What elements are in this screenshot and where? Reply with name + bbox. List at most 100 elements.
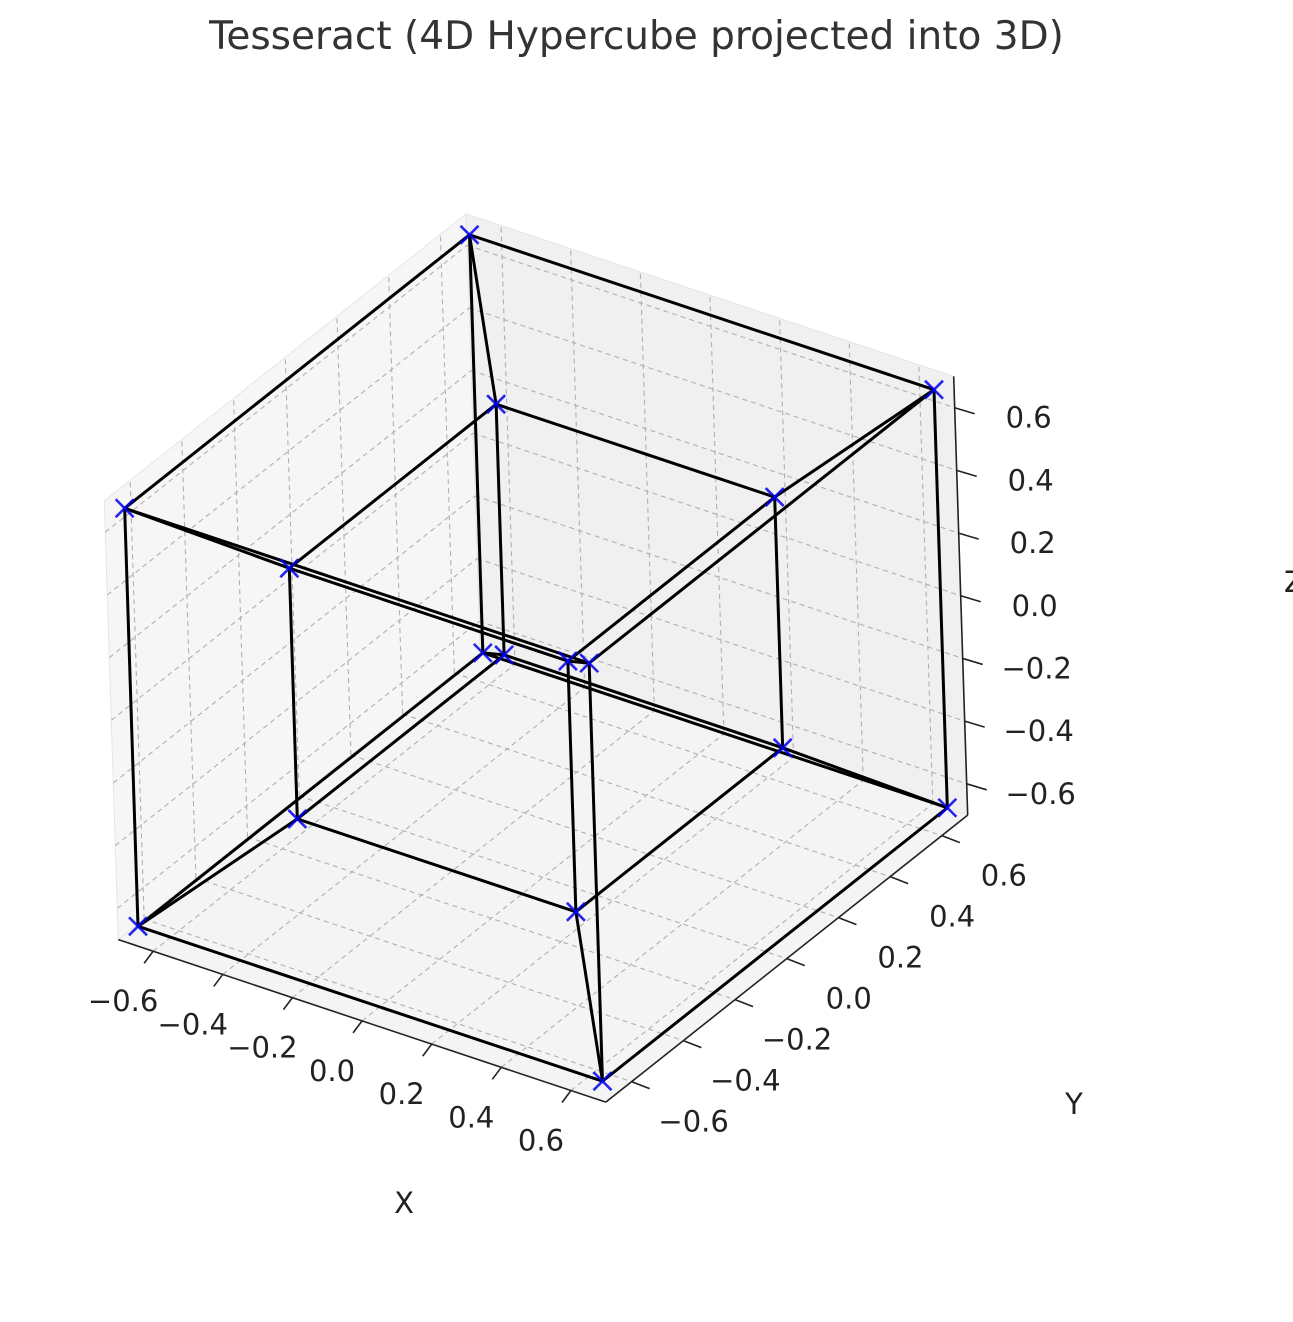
y-tick (838, 916, 857, 926)
y-tick (734, 998, 754, 1008)
z-tick (956, 469, 977, 478)
vertex-marker (279, 558, 300, 579)
vertex-marker-stroke (459, 224, 480, 245)
vertex-marker (579, 653, 600, 674)
vertex-marker (114, 498, 135, 519)
vertex-marker-stroke (279, 558, 300, 579)
grid-line (195, 877, 684, 1042)
grid-line (129, 480, 145, 920)
grid-line (108, 370, 472, 658)
vertex-marker (764, 487, 785, 507)
grid-line (106, 307, 470, 596)
grid-line (454, 672, 943, 837)
z-tick (958, 532, 979, 540)
y-tick-label: 0.4 (929, 900, 975, 934)
vertex-marker-stroke (486, 394, 507, 415)
x-tick (422, 1043, 433, 1057)
grid-line (918, 364, 934, 804)
vertex-marker-stroke (287, 809, 308, 829)
tesseract-edge (932, 389, 949, 808)
tesseract-edge (469, 233, 935, 392)
y-axis-label: Y (1064, 1087, 1083, 1121)
vertex-marker (128, 916, 148, 937)
grid-line (388, 275, 404, 715)
grid-line (104, 244, 468, 533)
grid-line (143, 918, 632, 1083)
y-tick (941, 834, 961, 844)
x-tick (143, 950, 154, 964)
grid-line (469, 307, 957, 471)
grid-line (292, 710, 655, 999)
z-tick (954, 406, 975, 415)
tesseract-edge (782, 746, 948, 810)
y-tick-label: −0.2 (762, 1023, 832, 1057)
grid-line (181, 439, 197, 879)
tesseract-edge (567, 659, 590, 665)
tesseract-edge (773, 388, 935, 499)
tesseract-edge (288, 403, 498, 570)
grid-line (284, 357, 300, 797)
vertex-marker-stroke (772, 737, 793, 758)
tesseract-edge (482, 651, 948, 810)
tesseract-edge (137, 651, 484, 928)
vertex-marker-stroke (937, 797, 958, 818)
z-tick (962, 657, 983, 666)
y-tick-label: 0.2 (877, 941, 923, 975)
z-tick-label: −0.4 (1003, 714, 1073, 748)
tesseract-edge (601, 806, 949, 1083)
grid-lines (104, 225, 967, 1091)
x-tick (282, 997, 294, 1011)
grid-line (471, 370, 959, 534)
tesseract-edge (574, 911, 604, 1082)
grid-line (222, 687, 586, 975)
y-tick (786, 957, 806, 967)
tesseract-edge (137, 817, 299, 928)
vertex-marker (565, 901, 586, 922)
x-tick-label: 0.4 (448, 1100, 494, 1134)
tesseract-edge (587, 663, 604, 1082)
y-tick (889, 875, 909, 885)
z-tick-label: 0.0 (1012, 589, 1058, 623)
grid-line (402, 713, 891, 878)
vertex-marker (592, 1071, 613, 1092)
grid-line (467, 244, 955, 409)
z-tick (960, 595, 981, 603)
vertex-marker (937, 797, 958, 818)
z-tick (966, 783, 987, 791)
y-tick (631, 1080, 650, 1090)
vertex-marker (472, 642, 493, 663)
vertex-marker-stroke (128, 916, 148, 937)
y-tick-label: 0.6 (981, 859, 1027, 893)
vertex-marker-stroke (114, 498, 135, 519)
y-tick-label: −0.4 (710, 1064, 780, 1098)
tesseract-edge (773, 497, 785, 748)
grid-line (431, 756, 794, 1045)
tesseract-edge (494, 404, 506, 655)
z-tick-label: −0.2 (1001, 651, 1071, 685)
tesseract-edge (296, 817, 577, 914)
grid-line (473, 432, 961, 597)
vertex-marker-stroke (579, 653, 600, 674)
grid-line (439, 234, 455, 674)
vertex-marker-stroke (557, 651, 578, 671)
tesseract-edge (566, 661, 578, 912)
x-tick-label: 0.2 (379, 1077, 425, 1111)
grid-line (112, 495, 476, 784)
tesseract-edge (123, 508, 140, 927)
vertex-marker (287, 809, 308, 829)
z-tick-label: 0.4 (1008, 463, 1054, 497)
z-tick (964, 720, 985, 728)
tesseract-edge (574, 746, 784, 913)
tesseract-edge (124, 506, 290, 570)
y-tick (683, 1039, 702, 1049)
grid-line (114, 558, 478, 847)
y-tick-label: −0.6 (658, 1105, 728, 1139)
grid-line (361, 733, 725, 1022)
vertex-marker (557, 651, 578, 671)
axis-panes (103, 212, 969, 1103)
x-axis-label: X (394, 1186, 414, 1220)
axis-labels: −0.6−0.6−0.6−0.4−0.4−0.4−0.2 −0.2−0.20.00… (88, 401, 1293, 1220)
z-tick-label: −0.6 (1005, 777, 1075, 811)
vertex-marker (772, 737, 793, 758)
tesseract-edge (296, 653, 506, 821)
